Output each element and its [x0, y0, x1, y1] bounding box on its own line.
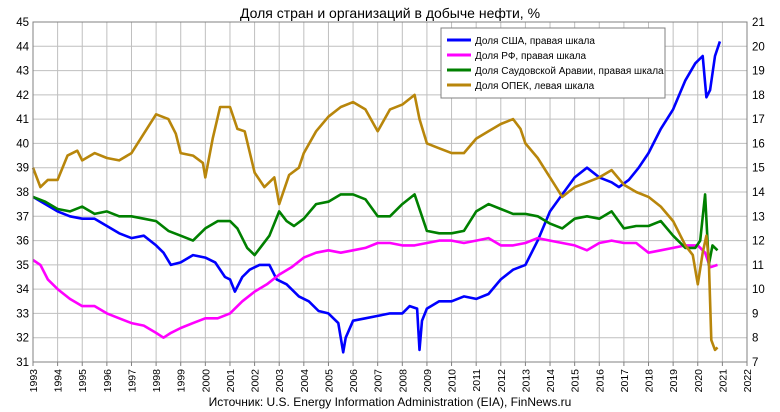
y-right-tick-label: 21 [752, 17, 765, 29]
x-tick-label: 2021 [717, 369, 729, 393]
y-right-tick-label: 20 [752, 41, 765, 53]
y-left-tick-label: 31 [16, 357, 29, 369]
x-tick-label: 1993 [28, 369, 40, 393]
x-tick-label: 2020 [693, 369, 705, 393]
legend-label-3: Доля ОПЕК, левая шкала [475, 81, 595, 92]
y-left-tick-label: 34 [16, 284, 29, 296]
series-line-2 [32, 193, 719, 267]
series-lines [31, 40, 722, 354]
x-tick-label: 2009 [422, 369, 434, 393]
x-tick-label: 2010 [447, 369, 459, 393]
y-left-tick-label: 38 [16, 187, 29, 199]
y-right-tick-label: 16 [752, 138, 765, 150]
legend-label-2: Доля Саудовской Аравии, правая шкала [475, 66, 664, 77]
x-tick-label: 2014 [545, 369, 557, 393]
x-tick-label: 2006 [348, 369, 360, 393]
y-left-tick-label: 42 [16, 90, 29, 102]
y-left-tick-label: 33 [16, 308, 29, 320]
x-tick-label: 2003 [274, 369, 286, 393]
source-note: Источник: U.S. Energy Information Admini… [209, 395, 572, 409]
legend: Доля США, правая шкала Доля РФ, правая шк… [440, 27, 666, 99]
y-right-tick-label: 14 [752, 187, 765, 199]
x-tick-label: 2000 [200, 369, 212, 393]
x-tick-label: 2022 [742, 369, 754, 393]
axes: 31 32 33 34 35 36 37 38 39 40 41 42 43 44 45 7 8 9 10 11 12 1… [16, 17, 765, 392]
x-tick-label: 2001 [225, 369, 237, 393]
y-right-tick-label: 19 [752, 66, 765, 78]
y-left-tick-label: 43 [16, 66, 29, 78]
y-right-tick-label: 12 [752, 236, 765, 248]
x-tick-label: 2012 [496, 369, 508, 393]
y-left-tick-label: 39 [16, 163, 29, 175]
x-tick-label: 1997 [126, 369, 138, 393]
x-tick-label: 1998 [151, 369, 163, 393]
x-tick-label: 2004 [299, 369, 311, 393]
x-tick-label: 1999 [176, 369, 188, 393]
y-left-tick-label: 41 [16, 114, 29, 126]
y-left-tick-label: 45 [16, 17, 29, 29]
x-tick-label: 2019 [668, 369, 680, 393]
x-tick-label: 1995 [77, 369, 89, 393]
x-tick-label: 1994 [53, 369, 65, 393]
y-right-tick-label: 9 [752, 308, 758, 320]
legend-label-0: Доля США, правая шкала [475, 36, 595, 47]
x-tick-label: 2002 [250, 369, 262, 393]
series-line-3 [31, 93, 719, 352]
y-left-tick-label: 44 [16, 41, 29, 53]
y-right-tick-label: 10 [752, 284, 765, 296]
plot-frame [32, 21, 748, 363]
chart-title: Доля стран и организаций в добыче нефти,… [240, 5, 540, 21]
y-left-tick-label: 40 [16, 138, 29, 150]
y-right-tick-label: 8 [752, 333, 758, 345]
x-tick-label: 2013 [520, 369, 532, 393]
y-right-tick-label: 13 [752, 211, 765, 223]
y-left-tick-label: 32 [16, 333, 29, 345]
y-left-tick-label: 36 [16, 236, 29, 248]
y-left-tick-label: 35 [16, 260, 29, 272]
x-tick-label: 2008 [397, 369, 409, 393]
x-tick-label: 2016 [594, 369, 606, 393]
x-tick-label: 2007 [373, 369, 385, 393]
y-right-tick-label: 15 [752, 163, 765, 175]
x-tick-label: 2017 [619, 369, 631, 393]
x-tick-label: 2011 [471, 369, 483, 392]
x-tick-label: 1996 [102, 369, 114, 393]
y-right-tick-label: 17 [752, 114, 765, 126]
series-line-1 [32, 236, 718, 339]
y-right-tick-label: 11 [752, 260, 764, 272]
y-right-tick-label: 7 [752, 357, 758, 369]
legend-box [440, 27, 666, 99]
legend-label-1: Доля РФ, правая шкала [475, 51, 586, 62]
x-tick-label: 2015 [570, 369, 582, 393]
x-tick-label: 2005 [323, 369, 335, 393]
y-right-tick-label: 18 [752, 90, 765, 102]
y-left-tick-label: 37 [16, 211, 29, 223]
x-tick-label: 2018 [644, 369, 656, 393]
